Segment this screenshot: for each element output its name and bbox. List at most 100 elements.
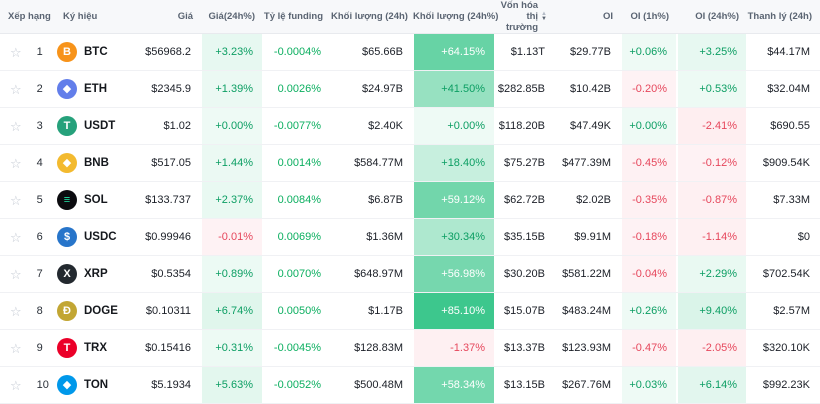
header-price[interactable]: Giá (141, 0, 201, 34)
table-header-row: Xếp hạng Ký hiệu Giá Giá(24h%) Tỷ lệ fun… (0, 0, 820, 34)
volume-24h-cell: $1.17B (331, 292, 413, 330)
header-market-cap[interactable]: Vốn hóa thị trường ▲ ▼ (495, 0, 555, 34)
rank-value: 1 (36, 46, 43, 58)
oi-cell: $123.93M (555, 329, 621, 367)
oi-cell: $9.91M (555, 218, 621, 256)
table-row[interactable]: ☆ 5 ≡ SOL $133.737 +2.37% 0.0084% $6.87B +59.12%… (0, 181, 820, 219)
coin-icon-sol: ≡ (57, 190, 77, 210)
rank-value: 8 (36, 305, 43, 317)
table-row[interactable]: ☆ 2 ◆ ETH $2345.9 +1.39% 0.0026% $24.97B +41.50%… (0, 70, 820, 108)
table-row[interactable]: ☆ 7 X XRP $0.5354 +0.89% 0.0070% $648.97M +56.98… (0, 255, 820, 293)
market-cap-cell: $282.85B (495, 70, 555, 108)
header-rank[interactable]: Xếp hạng (0, 0, 55, 34)
volume-24h-cell: $2.40K (331, 107, 413, 145)
volume-24h-cell: $584.77M (331, 144, 413, 182)
symbol-cell[interactable]: B BTC (55, 33, 141, 71)
funding-rate-cell: -0.0052% (263, 366, 331, 404)
symbol-cell[interactable]: ≡ SOL (55, 181, 141, 219)
rank-cell: ☆ 6 (0, 218, 55, 256)
header-oi-1h[interactable]: OI (1h%) (621, 0, 677, 34)
price-cell: $133.737 (141, 181, 201, 219)
rank-cell: ☆ 1 (0, 33, 55, 71)
market-cap-cell: $1.13T (495, 33, 555, 71)
favorite-star-icon[interactable]: ☆ (10, 266, 22, 282)
volume-change-24h-cell: +56.98% (413, 255, 495, 293)
rank-value: 6 (36, 231, 43, 243)
coin-symbol: TON (84, 379, 109, 391)
price-change-24h-cell: +0.89% (201, 255, 263, 293)
header-price-change-24h[interactable]: Giá(24h%) (201, 0, 263, 34)
oi-1h-cell: +0.00% (621, 107, 677, 145)
market-cap-cell: $13.37B (495, 329, 555, 367)
table-row[interactable]: ☆ 6 $ USDC $0.99946 -0.01% 0.0069% $1.36M +30.34… (0, 218, 820, 256)
liquidation-24h-cell: $2.57M (747, 292, 820, 330)
header-liquidation-24h[interactable]: Thanh lý (24h) (747, 0, 820, 34)
symbol-cell[interactable]: X XRP (55, 255, 141, 293)
favorite-star-icon[interactable]: ☆ (10, 303, 22, 319)
price-change-24h-cell: +1.39% (201, 70, 263, 108)
price-change-24h-cell: +3.23% (201, 33, 263, 71)
oi-24h-cell: +3.25% (677, 33, 747, 71)
favorite-star-icon[interactable]: ☆ (10, 192, 22, 208)
rank-cell: ☆ 7 (0, 255, 55, 293)
price-cell: $1.02 (141, 107, 201, 145)
symbol-cell[interactable]: ◆ BNB (55, 144, 141, 182)
symbol-cell[interactable]: ◆ TON (55, 366, 141, 404)
liquidation-24h-cell: $0 (747, 218, 820, 256)
coin-symbol: DOGE (84, 305, 118, 317)
volume-change-24h-cell: -1.37% (413, 329, 495, 367)
table-row[interactable]: ☆ 9 T TRX $0.15416 +0.31% -0.0045% $128.83M -1.3… (0, 329, 820, 367)
volume-24h-cell: $24.97B (331, 70, 413, 108)
volume-change-24h-cell: +59.12% (413, 181, 495, 219)
table-row[interactable]: ☆ 4 ◆ BNB $517.05 +1.44% 0.0014% $584.77M +18.40… (0, 144, 820, 182)
price-change-24h-cell: +0.31% (201, 329, 263, 367)
symbol-cell[interactable]: Ð DOGE (55, 292, 141, 330)
favorite-star-icon[interactable]: ☆ (10, 155, 22, 171)
header-oi-24h[interactable]: OI (24h%) (677, 0, 747, 34)
volume-change-24h-cell: +18.40% (413, 144, 495, 182)
favorite-star-icon[interactable]: ☆ (10, 377, 22, 393)
favorite-star-icon[interactable]: ☆ (10, 118, 22, 134)
symbol-cell[interactable]: $ USDC (55, 218, 141, 256)
symbol-cell[interactable]: T TRX (55, 329, 141, 367)
funding-rate-cell: 0.0014% (263, 144, 331, 182)
coin-symbol: TRX (84, 342, 107, 354)
price-cell: $0.99946 (141, 218, 201, 256)
rank-cell: ☆ 5 (0, 181, 55, 219)
favorite-star-icon[interactable]: ☆ (10, 229, 22, 245)
header-funding-rate[interactable]: Tỷ lệ funding (263, 0, 331, 34)
table-row[interactable]: ☆ 8 Ð DOGE $0.10311 +6.74% 0.0050% $1.17B +85.10… (0, 292, 820, 330)
coin-icon-doge: Ð (57, 301, 77, 321)
header-volume-change-24h[interactable]: Khối lượng (24h%) (413, 0, 498, 34)
header-volume-24h[interactable]: Khối lượng (24h) (331, 0, 413, 34)
price-change-24h-cell: -0.01% (201, 218, 263, 256)
price-change-24h-cell: +6.74% (201, 292, 263, 330)
symbol-cell[interactable]: T USDT (55, 107, 141, 145)
volume-change-24h-cell: +85.10% (413, 292, 495, 330)
favorite-star-icon[interactable]: ☆ (10, 81, 22, 97)
funding-rate-cell: 0.0026% (263, 70, 331, 108)
favorite-star-icon[interactable]: ☆ (10, 44, 22, 60)
symbol-cell[interactable]: ◆ ETH (55, 70, 141, 108)
coin-symbol: SOL (84, 194, 108, 206)
table-row[interactable]: ☆ 1 B BTC $56968.2 +3.23% -0.0004% $65.66B +64.1… (0, 33, 820, 71)
table-row[interactable]: ☆ 10 ◆ TON $5.1934 +5.63% -0.0052% $500.48M +58.… (0, 366, 820, 404)
rank-value: 10 (36, 379, 49, 391)
rank-value: 2 (36, 83, 43, 95)
volume-change-24h-cell: +41.50% (413, 70, 495, 108)
coin-icon-trx: T (57, 338, 77, 358)
table-row[interactable]: ☆ 3 T USDT $1.02 +0.00% -0.0077% $2.40K +0.00% $1… (0, 107, 820, 145)
liquidation-24h-cell: $992.23K (747, 366, 820, 404)
header-oi[interactable]: OI (555, 0, 621, 34)
funding-rate-cell: -0.0045% (263, 329, 331, 367)
header-market-cap-label: Vốn hóa thị trường (500, 0, 539, 33)
funding-rate-cell: -0.0077% (263, 107, 331, 145)
oi-cell: $477.39M (555, 144, 621, 182)
funding-rate-cell: 0.0070% (263, 255, 331, 293)
oi-1h-cell: -0.35% (621, 181, 677, 219)
header-symbol[interactable]: Ký hiệu (55, 0, 141, 34)
rank-value: 3 (36, 120, 43, 132)
favorite-star-icon[interactable]: ☆ (10, 340, 22, 356)
rank-value: 4 (36, 157, 43, 169)
price-cell: $5.1934 (141, 366, 201, 404)
